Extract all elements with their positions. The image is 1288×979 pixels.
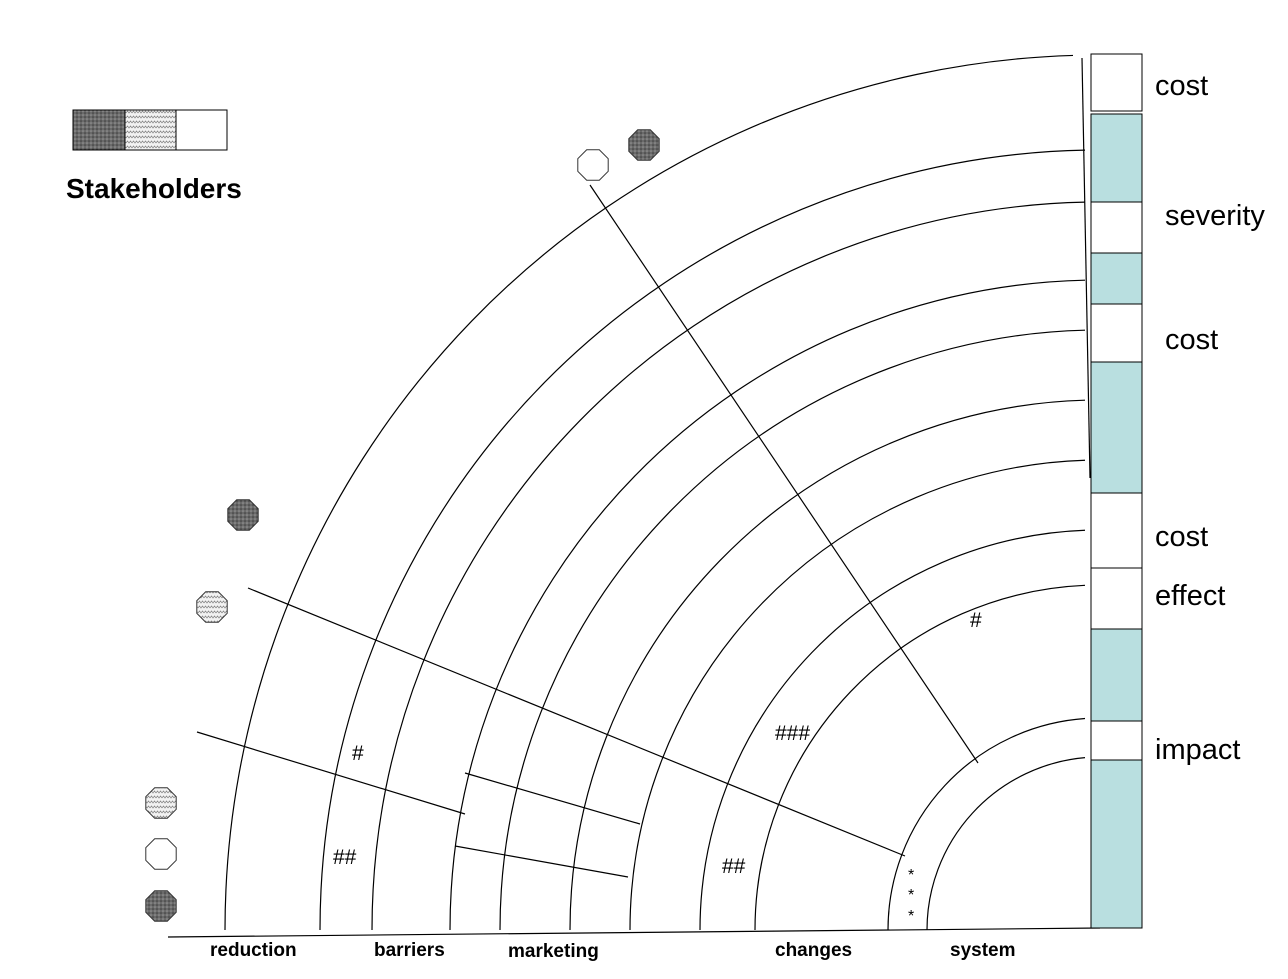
legend-title: Stakeholders (66, 173, 242, 204)
right-label-severity: severity (1165, 200, 1265, 232)
arc-ring (569, 399, 1086, 931)
bar-cell (1090, 361, 1143, 494)
radial-segment (464, 772, 641, 825)
right-label-cost-2: cost (1165, 324, 1218, 356)
arc-ring (319, 149, 1086, 931)
bottom-label-barriers: barriers (374, 940, 445, 961)
arc-ring (224, 54, 1074, 931)
category-bar (1090, 53, 1143, 929)
double-hash-mark: ## (333, 846, 357, 869)
bar-cell (1090, 720, 1143, 761)
triple-hash-mark: ### (775, 722, 810, 745)
bar-cell (1090, 759, 1143, 929)
bottom-labels: reduction barriers marketing changes sys… (210, 940, 1016, 962)
right-label-cost-3: cost (1155, 521, 1208, 553)
right-labels: cost severity cost cost effect impact (1155, 70, 1265, 766)
right-label-cost-1: cost (1155, 70, 1208, 102)
arc-ring (629, 459, 1086, 931)
legend: Stakeholders (66, 109, 242, 204)
arc-ring (754, 584, 1086, 931)
bar-cell (1090, 567, 1143, 630)
stakeholder-marker-dark (628, 129, 660, 161)
bottom-label-changes: changes (775, 940, 852, 961)
bar-cell (1090, 303, 1143, 363)
right-spine (1081, 57, 1091, 479)
bottom-label-system: system (950, 940, 1016, 961)
bar-cell (1090, 252, 1143, 305)
baseline (167, 927, 1101, 938)
legend-swatch-light (124, 109, 177, 151)
stakeholder-marker-dark (227, 499, 259, 531)
arc-ring (926, 757, 1086, 931)
concentric-arcs (167, 54, 1101, 938)
arc-ring (371, 201, 1086, 931)
radial-lines (196, 184, 979, 878)
arc-ring (499, 329, 1086, 931)
bar-cell (1090, 628, 1143, 722)
bottom-label-reduction: reduction (210, 940, 297, 961)
hash-mark: # (352, 742, 364, 765)
legend-swatch-white (175, 109, 228, 151)
legend-swatch-dark (72, 109, 126, 151)
radial-segment (454, 845, 629, 878)
right-label-effect: effect (1155, 580, 1225, 612)
hash-marks: # # ## ## ### * * * (333, 609, 982, 925)
bar-cell (1090, 113, 1143, 203)
bar-cell (1090, 53, 1143, 112)
bar-cell (1090, 492, 1143, 569)
stakeholder-marker-light (196, 591, 228, 623)
asterisk-mark: * (908, 908, 914, 925)
stakeholder-markers (145, 129, 660, 922)
arc-ring (449, 279, 1086, 931)
radial-segment (247, 587, 906, 857)
asterisk-mark: * (908, 867, 914, 884)
double-hash-mark: ## (722, 855, 746, 878)
stakeholder-marker-white (145, 838, 177, 870)
radial-segment (196, 731, 466, 815)
arc-ring (887, 717, 1086, 931)
right-label-impact: impact (1155, 734, 1240, 766)
stakeholder-marker-dark (145, 890, 177, 922)
radial-segment (589, 184, 979, 764)
bottom-label-marketing: marketing (508, 941, 599, 962)
stakeholder-marker-white (577, 149, 609, 181)
hash-mark: # (970, 609, 982, 632)
arc-ring (699, 529, 1086, 931)
asterisk-mark: * (908, 887, 914, 904)
stakeholder-marker-light (145, 787, 177, 819)
bar-cell (1090, 201, 1143, 254)
